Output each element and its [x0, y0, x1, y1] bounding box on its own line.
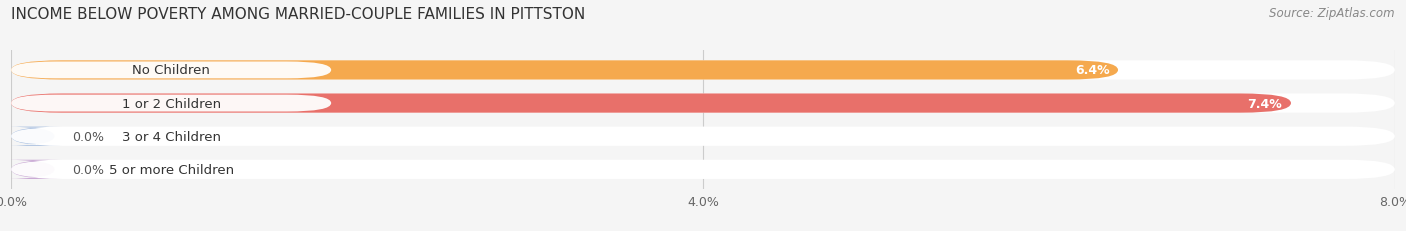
- FancyBboxPatch shape: [4, 127, 62, 146]
- FancyBboxPatch shape: [11, 95, 332, 112]
- FancyBboxPatch shape: [11, 62, 332, 79]
- Text: 3 or 4 Children: 3 or 4 Children: [122, 130, 221, 143]
- Text: No Children: No Children: [132, 64, 209, 77]
- Text: 6.4%: 6.4%: [1074, 64, 1109, 77]
- FancyBboxPatch shape: [11, 94, 1291, 113]
- Text: 7.4%: 7.4%: [1247, 97, 1282, 110]
- FancyBboxPatch shape: [11, 161, 332, 178]
- FancyBboxPatch shape: [11, 160, 1395, 179]
- FancyBboxPatch shape: [11, 127, 1395, 146]
- Text: 1 or 2 Children: 1 or 2 Children: [122, 97, 221, 110]
- FancyBboxPatch shape: [11, 61, 1395, 80]
- FancyBboxPatch shape: [4, 160, 62, 179]
- Text: 0.0%: 0.0%: [72, 163, 104, 176]
- Text: Source: ZipAtlas.com: Source: ZipAtlas.com: [1270, 7, 1395, 20]
- FancyBboxPatch shape: [11, 128, 332, 145]
- Text: INCOME BELOW POVERTY AMONG MARRIED-COUPLE FAMILIES IN PITTSTON: INCOME BELOW POVERTY AMONG MARRIED-COUPL…: [11, 7, 585, 22]
- Text: 5 or more Children: 5 or more Children: [108, 163, 233, 176]
- FancyBboxPatch shape: [11, 94, 1395, 113]
- Text: 0.0%: 0.0%: [72, 130, 104, 143]
- FancyBboxPatch shape: [11, 61, 1118, 80]
